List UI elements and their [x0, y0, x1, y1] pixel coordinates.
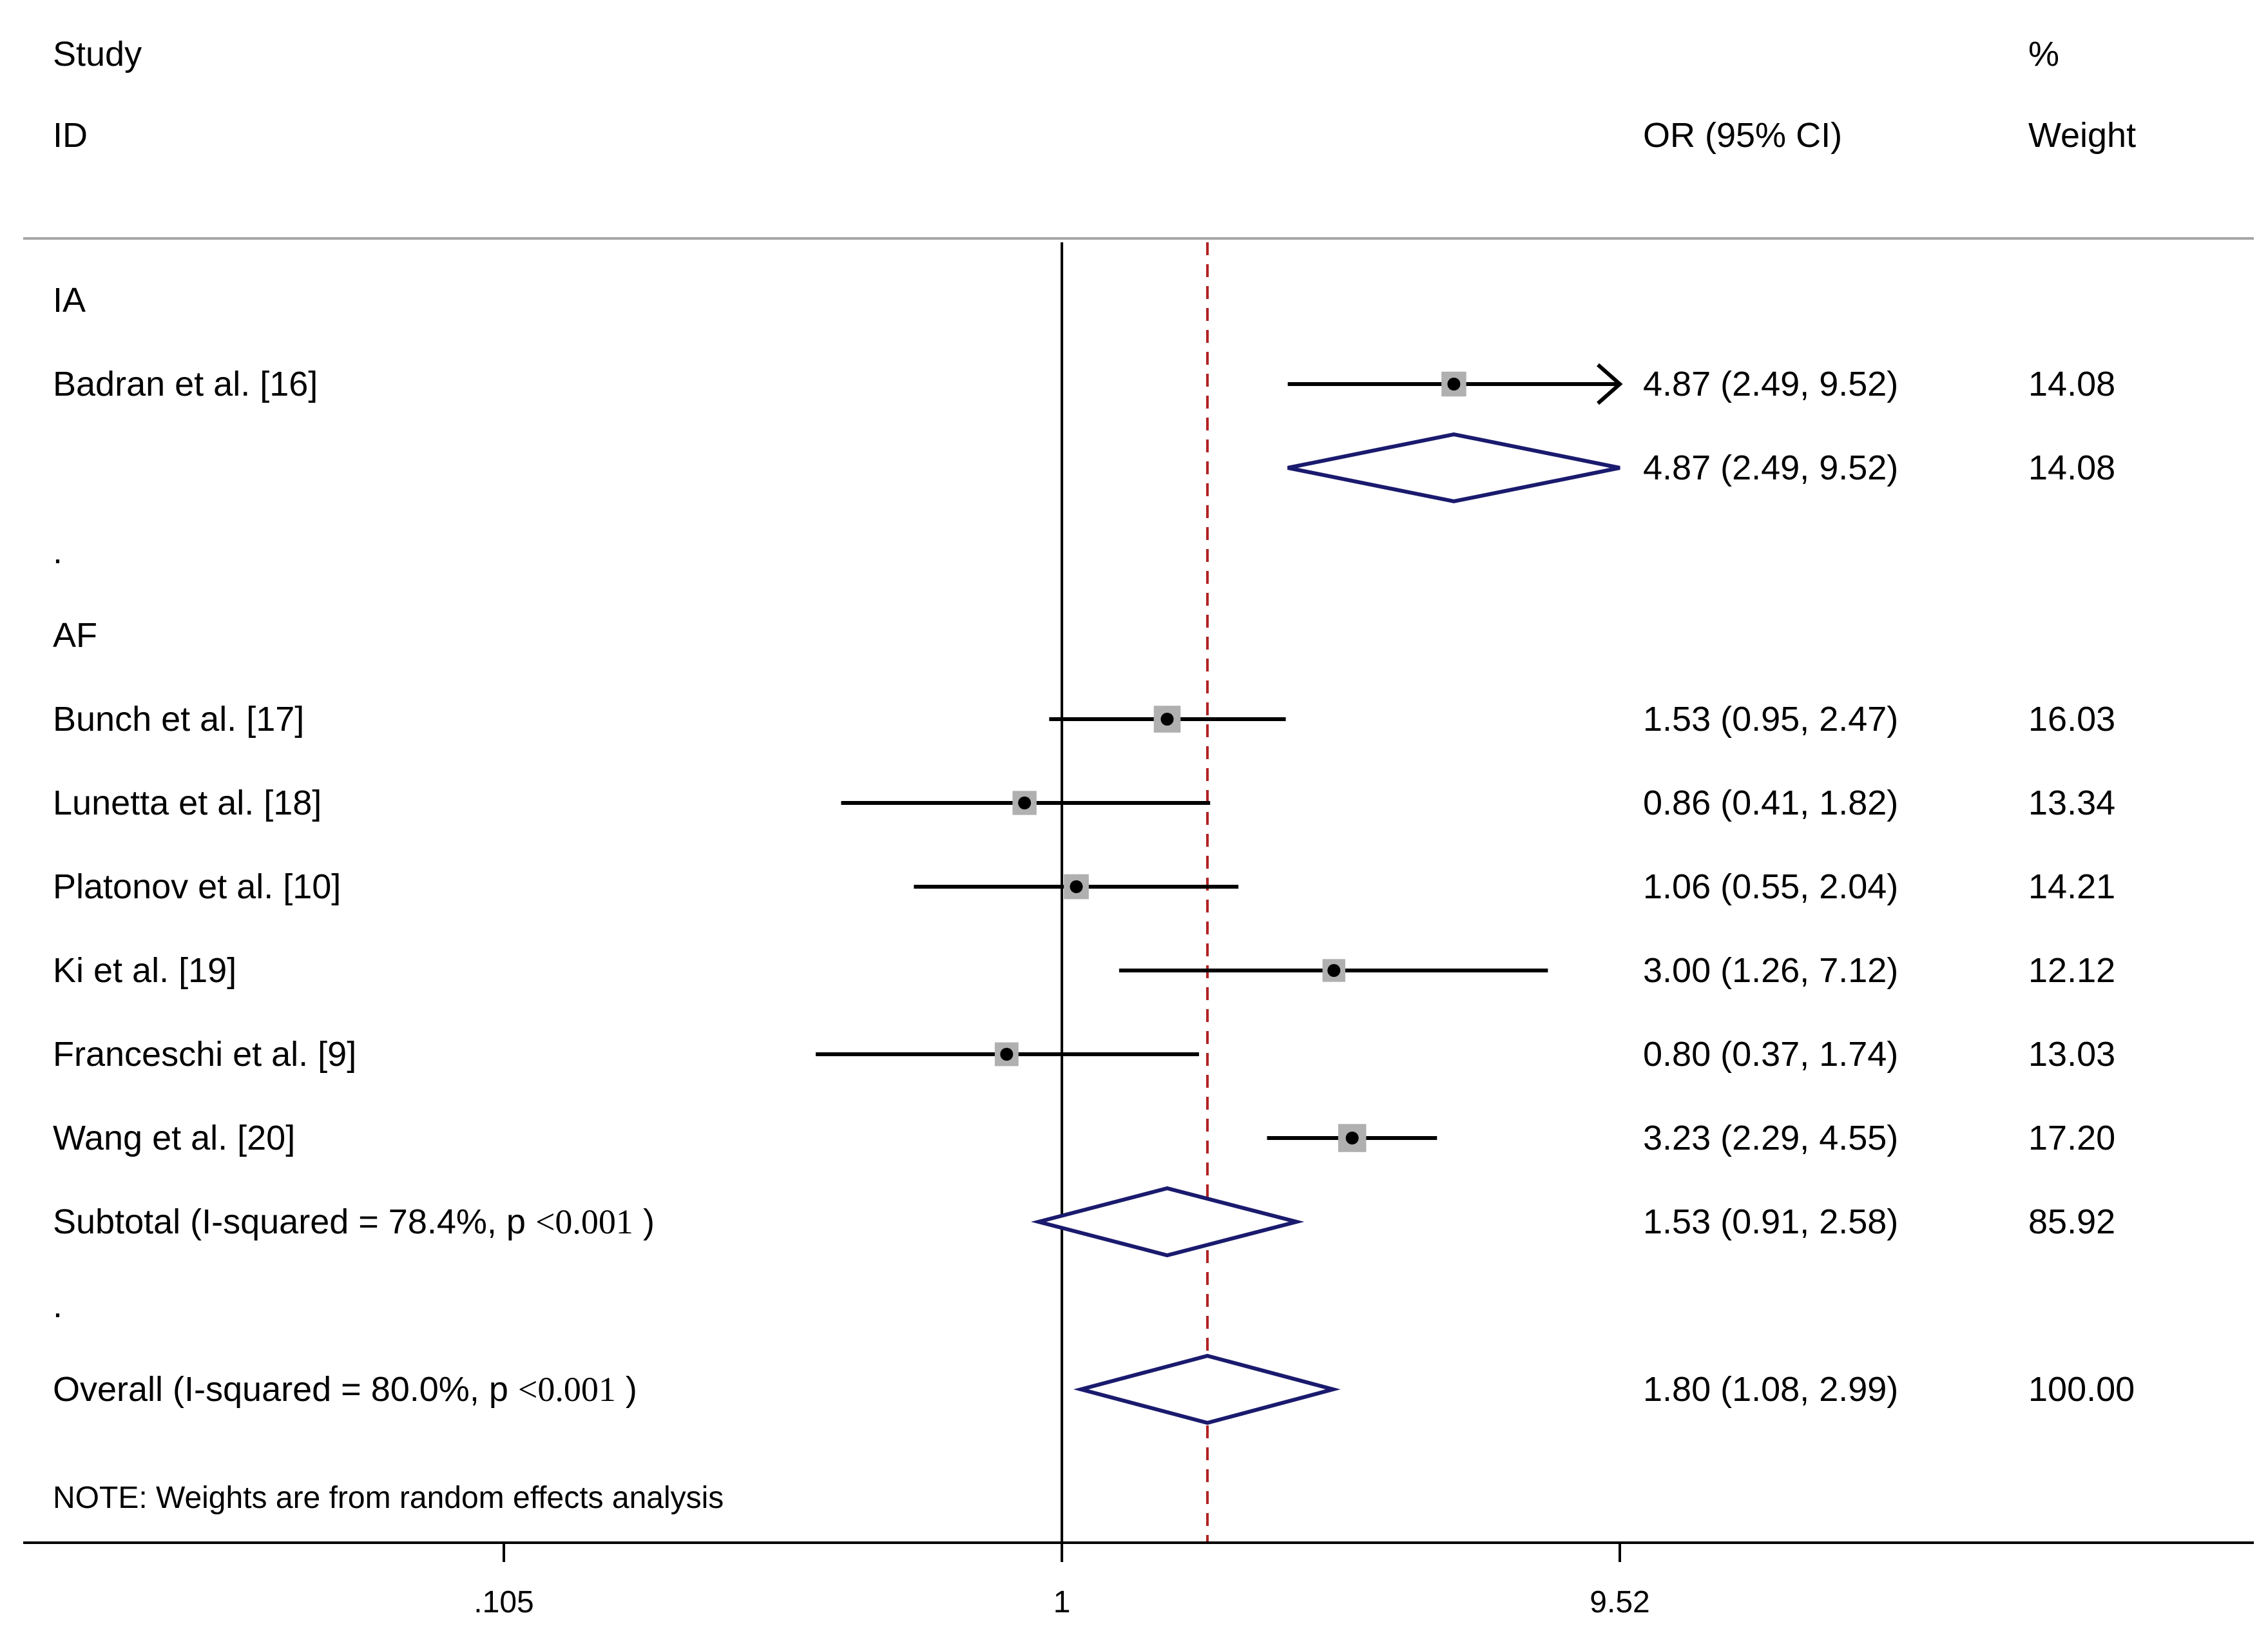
study-label: Ki et al. [19]	[53, 951, 236, 990]
overall-label: Overall (I-squared = 80.0%, p <0.001 )	[53, 1370, 637, 1409]
header-weight: Weight	[2028, 116, 2136, 155]
group-label: IA	[53, 281, 86, 320]
subtotal-diamond	[1287, 432, 1620, 504]
group-label: AF	[53, 616, 97, 655]
point-estimate	[1070, 880, 1083, 893]
point-estimate	[1000, 1048, 1014, 1061]
x-tick-label: 1	[1053, 1585, 1071, 1619]
or-ci-value: 0.80 (0.37, 1.74)	[1643, 1035, 1898, 1074]
group-separator: .	[53, 1286, 62, 1325]
weight-value: 14.08	[2028, 365, 2115, 403]
x-tick-label: 9.52	[1590, 1585, 1649, 1619]
weight-value: 13.34	[2028, 784, 2115, 822]
weight-value: 14.21	[2028, 867, 2115, 906]
or-ci-value: 3.00 (1.26, 7.12)	[1643, 951, 1898, 990]
or-ci-value: 1.06 (0.55, 2.04)	[1643, 867, 1898, 906]
subtotal-diamond	[1030, 1186, 1305, 1258]
overall-diamond	[1073, 1353, 1341, 1425]
overall-weight: 100.00	[2028, 1370, 2135, 1409]
subtotal-label: Subtotal (I-squared = 78.4%, p <0.001 )	[53, 1202, 655, 1241]
point-estimate	[1327, 964, 1341, 977]
study-label: Franceschi et al. [9]	[53, 1035, 356, 1074]
or-ci-value: 0.86 (0.41, 1.82)	[1643, 784, 1898, 822]
overall-or-ci: 1.80 (1.08, 2.99)	[1643, 1370, 1898, 1409]
subtotal-or-ci: 4.87 (2.49, 9.52)	[1643, 449, 1898, 487]
study-label: Bunch et al. [17]	[53, 700, 304, 738]
header-or-ci: OR (95% CI)	[1643, 116, 1842, 155]
study-label: Platonov et al. [10]	[53, 867, 341, 906]
x-tick-label: .105	[474, 1585, 533, 1619]
footnote: NOTE: Weights are from random effects an…	[53, 1481, 724, 1515]
study-label: Badran et al. [16]	[53, 365, 318, 403]
point-estimate	[1018, 796, 1032, 809]
point-estimate	[1160, 713, 1174, 726]
header-study: Study	[53, 35, 142, 73]
group-separator: .	[53, 532, 62, 571]
or-ci-value: 1.53 (0.95, 2.47)	[1643, 700, 1898, 738]
or-ci-value: 3.23 (2.29, 4.55)	[1643, 1119, 1898, 1157]
weight-value: 17.20	[2028, 1119, 2115, 1157]
study-label: Lunetta et al. [18]	[53, 784, 322, 822]
plot-marks: .105 1 9.52 IA Badran et al. [16] 4.87 (2.49,…	[23, 242, 2254, 1619]
weight-value: 12.12	[2028, 951, 2115, 990]
header-id: ID	[53, 116, 88, 155]
subtotal-weight: 85.92	[2028, 1202, 2115, 1241]
point-estimate	[1345, 1132, 1359, 1144]
weight-value: 16.03	[2028, 700, 2115, 738]
weight-value: 13.03	[2028, 1035, 2115, 1074]
subtotal-weight: 14.08	[2028, 449, 2115, 487]
point-estimate	[1447, 378, 1461, 391]
subtotal-or-ci: 1.53 (0.91, 2.58)	[1643, 1202, 1898, 1241]
header-percent: %	[2028, 35, 2059, 73]
study-label: Wang et al. [20]	[53, 1119, 295, 1157]
or-ci-value: 4.87 (2.49, 9.52)	[1643, 365, 1898, 403]
ci-arrow	[1597, 363, 1623, 405]
